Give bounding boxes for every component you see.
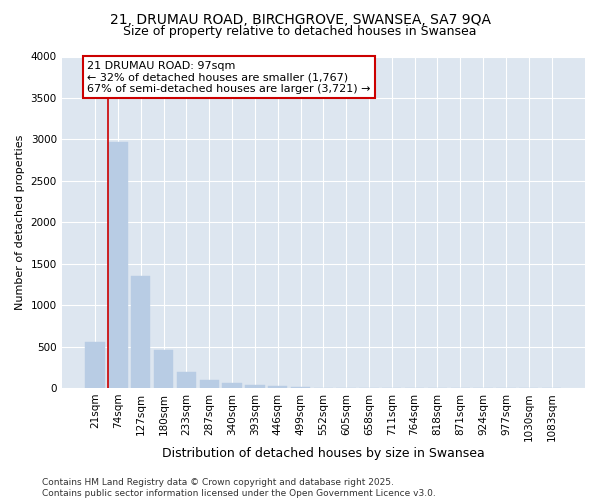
Bar [291, 386, 310, 388]
Bar [177, 372, 196, 388]
Bar [85, 342, 105, 388]
Bar [268, 386, 287, 388]
Bar [245, 386, 265, 388]
Y-axis label: Number of detached properties: Number of detached properties [15, 134, 25, 310]
Bar [200, 380, 219, 388]
Bar [223, 384, 242, 388]
Bar [131, 276, 151, 388]
Text: 21 DRUMAU ROAD: 97sqm
← 32% of detached houses are smaller (1,767)
67% of semi-d: 21 DRUMAU ROAD: 97sqm ← 32% of detached … [87, 60, 371, 94]
Text: Contains HM Land Registry data © Crown copyright and database right 2025.
Contai: Contains HM Land Registry data © Crown c… [42, 478, 436, 498]
Bar [108, 142, 128, 388]
Bar [154, 350, 173, 388]
X-axis label: Distribution of detached houses by size in Swansea: Distribution of detached houses by size … [162, 447, 485, 460]
Text: Size of property relative to detached houses in Swansea: Size of property relative to detached ho… [123, 25, 477, 38]
Text: 21, DRUMAU ROAD, BIRCHGROVE, SWANSEA, SA7 9QA: 21, DRUMAU ROAD, BIRCHGROVE, SWANSEA, SA… [110, 12, 491, 26]
